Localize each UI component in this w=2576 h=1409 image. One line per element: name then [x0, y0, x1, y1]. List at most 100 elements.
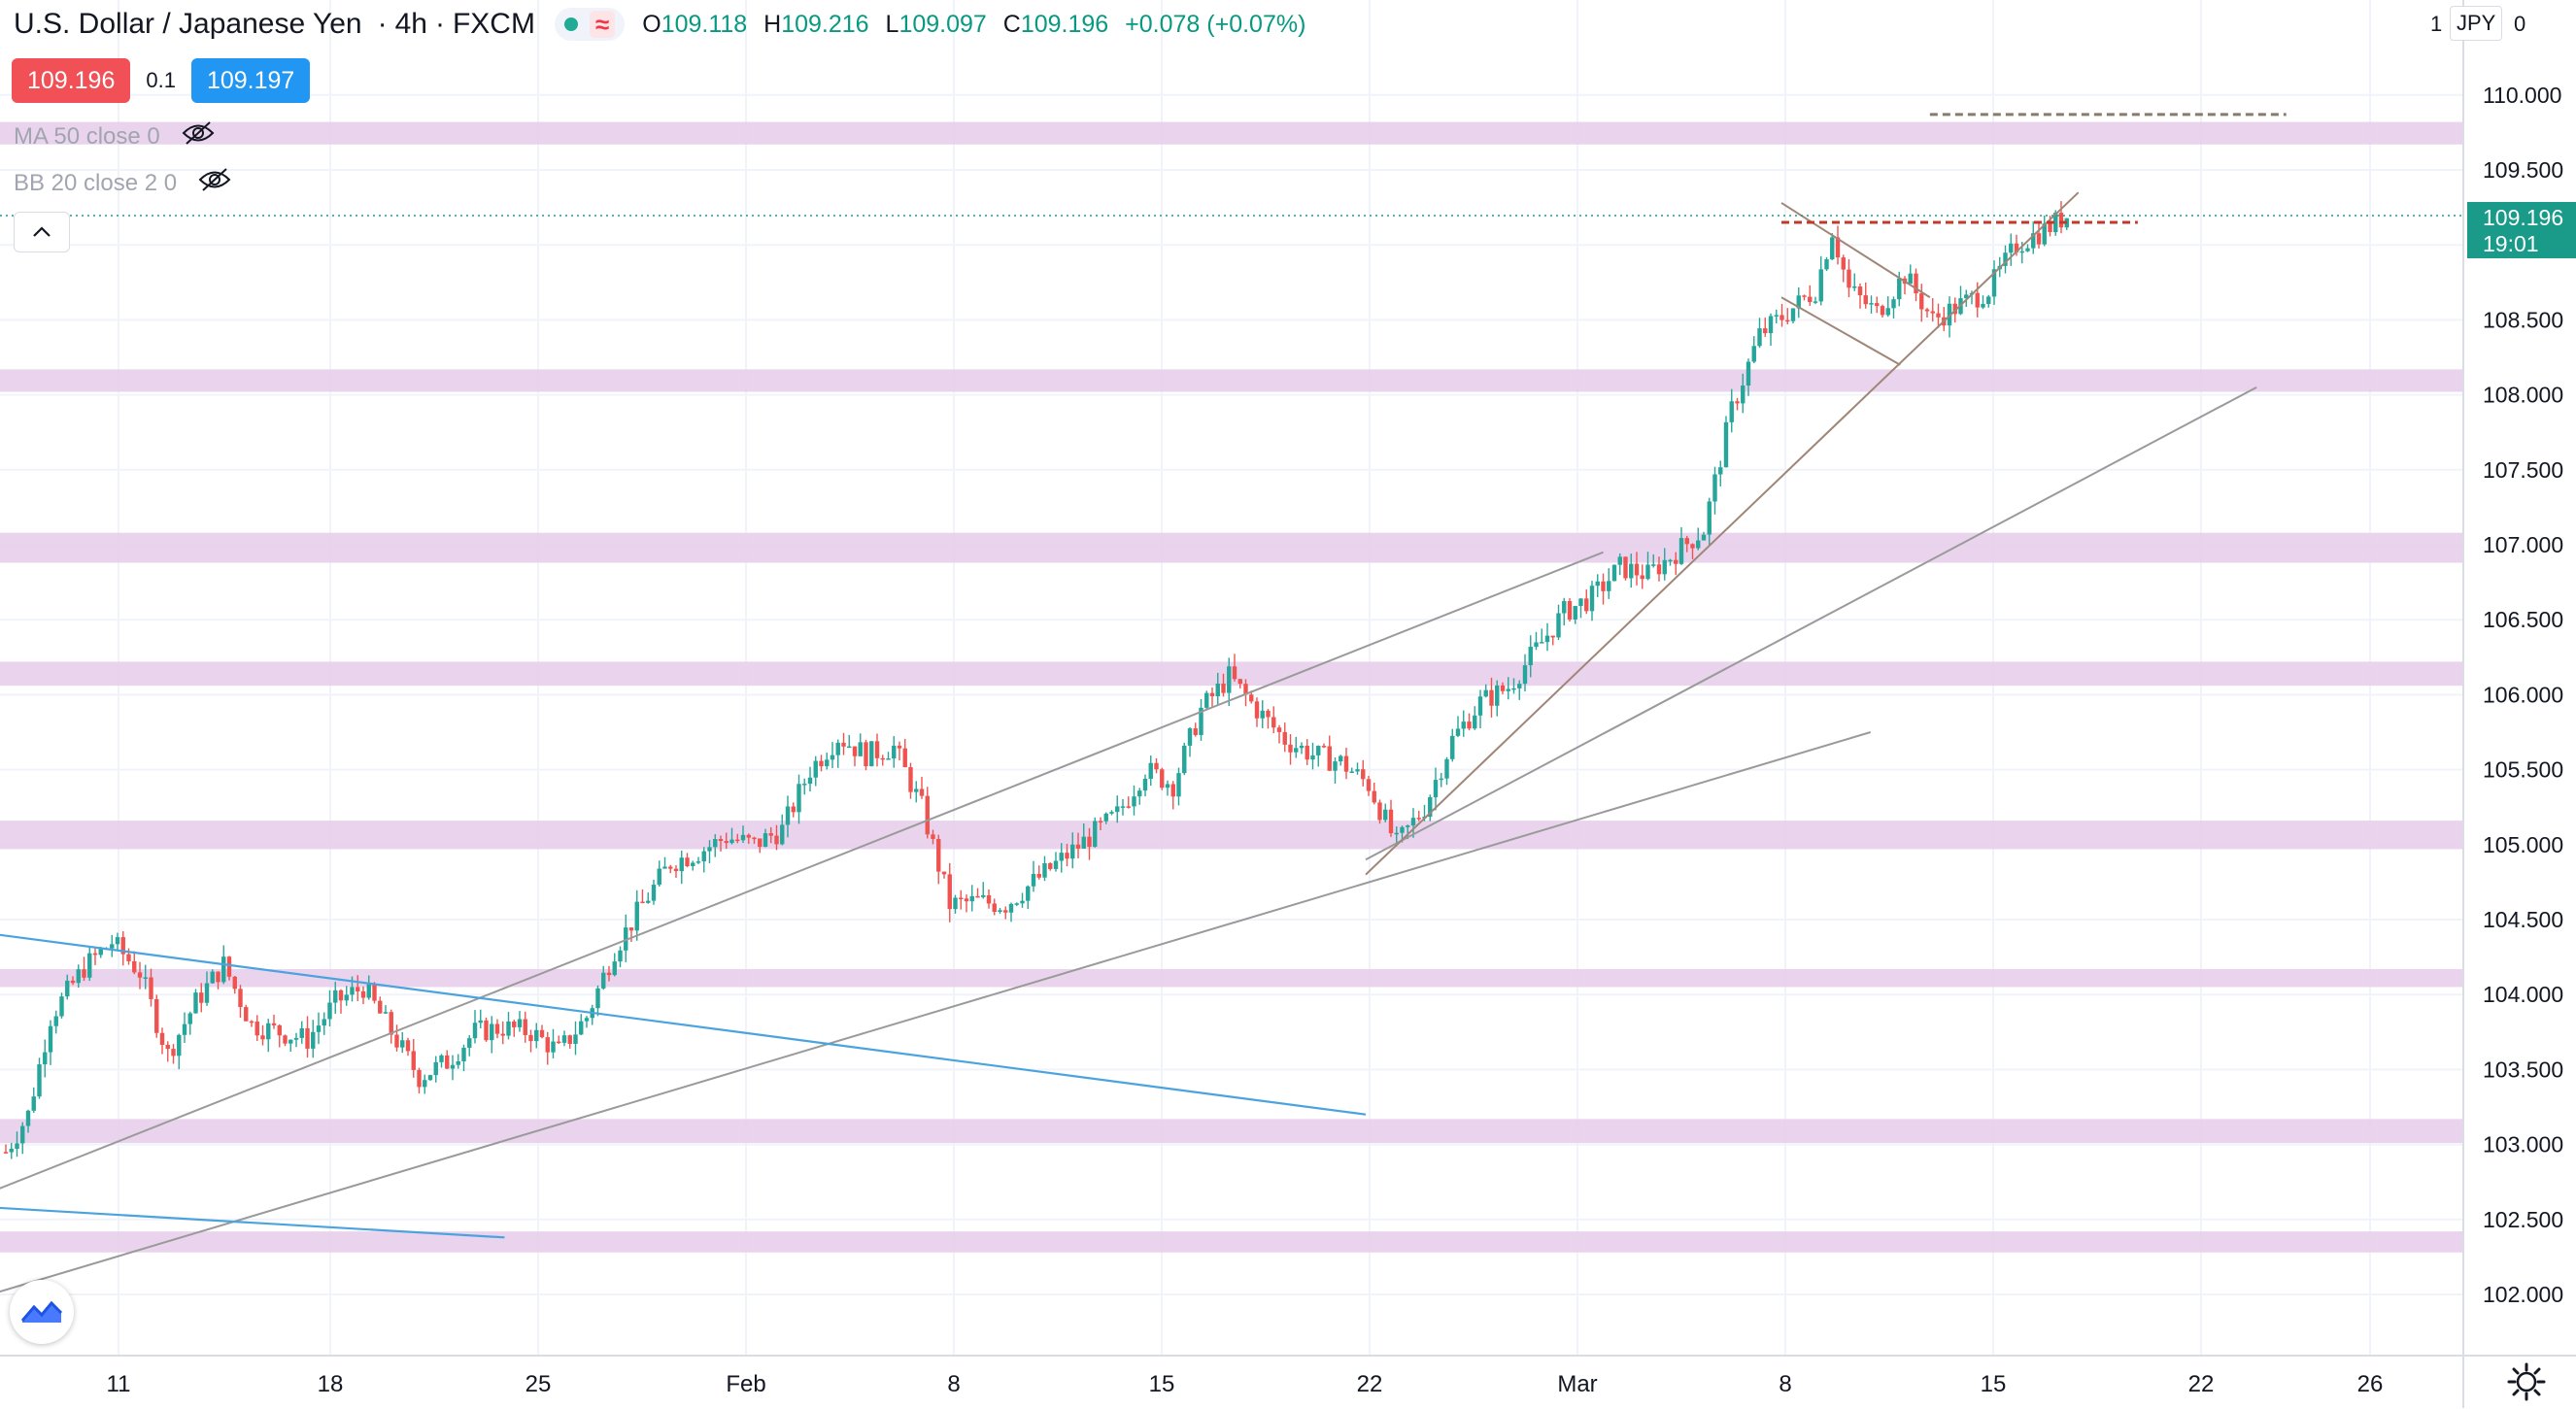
candle-body — [1651, 564, 1656, 566]
candle-body — [1372, 790, 1376, 803]
candle-body — [1059, 853, 1064, 861]
candle-body — [557, 1041, 561, 1044]
candle-body — [1729, 401, 1734, 422]
candle-body — [1875, 303, 1880, 307]
time-tick-label: 8 — [1779, 1371, 1791, 1397]
candle-body — [986, 894, 992, 904]
market-open-icon — [563, 17, 578, 31]
buy-button[interactable]: 109.197 — [190, 58, 311, 103]
candle-body — [534, 1029, 539, 1042]
candle-body — [1120, 806, 1126, 808]
candle-body — [2053, 213, 2058, 232]
market-status-badge[interactable]: ≈ — [554, 8, 626, 41]
candle-body — [1573, 606, 1577, 620]
candle-body — [271, 1023, 277, 1025]
indicator-label: MA 50 close 0 — [14, 122, 160, 150]
candle-body — [1690, 544, 1695, 549]
candle-body — [1137, 790, 1142, 797]
symbol-title[interactable]: U.S. Dollar / Japanese Yen — [14, 8, 362, 40]
candle-body — [640, 901, 645, 904]
hidden-eye-icon[interactable] — [182, 120, 215, 152]
candle-body — [662, 866, 667, 869]
candle-body — [551, 1041, 556, 1053]
candle-body — [1321, 746, 1327, 748]
candle-body — [1349, 771, 1354, 773]
candle-body — [1048, 863, 1053, 869]
candle-body — [713, 839, 718, 848]
indicator-ma[interactable]: MA 50 close 0 — [14, 120, 215, 152]
interval-label[interactable]: 4h — [394, 8, 427, 40]
currency-selector[interactable]: 1 JPY 0 — [2430, 6, 2576, 45]
candle-body — [182, 1023, 187, 1035]
candle-body — [1065, 853, 1069, 859]
downtrend-lower-line — [0, 1206, 505, 1239]
candle-body — [1768, 316, 1774, 334]
time-tick-label: 18 — [318, 1371, 344, 1397]
candle-body — [1282, 731, 1287, 745]
candle-body — [1741, 386, 1746, 404]
candle-body — [802, 784, 807, 786]
candle-body — [1891, 299, 1896, 309]
candle-body — [539, 1029, 545, 1038]
indicator-bb[interactable]: BB 20 close 2 0 — [14, 167, 231, 199]
candle-body — [707, 847, 712, 852]
current-price-value: 109.196 — [2483, 205, 2564, 230]
candle-body — [858, 742, 863, 756]
candle-body — [2019, 251, 2024, 253]
chevron-up-icon — [33, 226, 51, 237]
candle-body — [774, 835, 779, 845]
currency-button[interactable]: JPY — [2450, 6, 2503, 41]
support-resistance-zones — [0, 121, 2463, 1253]
candle-body — [137, 972, 143, 978]
candle-body — [1975, 292, 1980, 308]
candle-body — [1919, 293, 1924, 310]
candle-body — [193, 992, 198, 1014]
candle-body — [528, 1034, 533, 1042]
candle-body — [439, 1055, 444, 1062]
time-tick-label: Feb — [726, 1371, 765, 1397]
collapse-legend-button[interactable] — [14, 212, 70, 252]
candle-body — [685, 857, 690, 866]
time-tick-label: 11 — [107, 1371, 131, 1397]
candle-body — [1394, 832, 1399, 835]
candle-body — [1802, 295, 1807, 297]
zone-band — [0, 1231, 2463, 1253]
candle-body — [1215, 683, 1220, 697]
candle-body — [484, 1020, 489, 1041]
candle-body — [1629, 563, 1634, 579]
candle-body — [1339, 755, 1343, 762]
candle-body — [1885, 308, 1890, 316]
downtrend-upper-line — [0, 933, 1367, 1116]
candle-body — [383, 1012, 389, 1014]
candle-body — [132, 960, 137, 973]
symbol-legend[interactable]: U.S. Dollar / Japanese Yen · 4h · FXCM ≈… — [14, 8, 1305, 41]
candle-body — [110, 944, 115, 949]
candle-body — [1634, 563, 1640, 576]
candle-body — [1824, 259, 1829, 270]
candle-body — [1779, 315, 1784, 320]
candle-body — [925, 795, 930, 835]
candle-body — [1863, 295, 1868, 305]
candle-body — [1540, 642, 1544, 644]
time-tick-label: 22 — [1357, 1371, 1383, 1397]
candle-body — [797, 784, 801, 813]
candle-body — [618, 950, 623, 962]
candle-body — [1506, 688, 1510, 691]
candle-body — [2036, 233, 2042, 245]
candle-body — [964, 898, 969, 902]
parallel-trend-line — [1365, 386, 2257, 861]
sell-button[interactable]: 109.196 — [12, 58, 131, 103]
hidden-eye-icon[interactable] — [198, 167, 231, 199]
candle-body — [1897, 278, 1902, 300]
candle-body — [718, 839, 724, 842]
candle-body — [1495, 685, 1500, 706]
candle-body — [914, 788, 919, 792]
candle-body — [517, 1019, 523, 1027]
candle-body — [344, 994, 349, 1001]
price-tick-label: 105.000 — [2483, 832, 2563, 857]
time-tick-label: 8 — [947, 1371, 960, 1397]
settings-gear-icon[interactable] — [2504, 1359, 2549, 1404]
candle-body — [31, 1096, 36, 1111]
tradingview-logo[interactable] — [10, 1280, 74, 1344]
